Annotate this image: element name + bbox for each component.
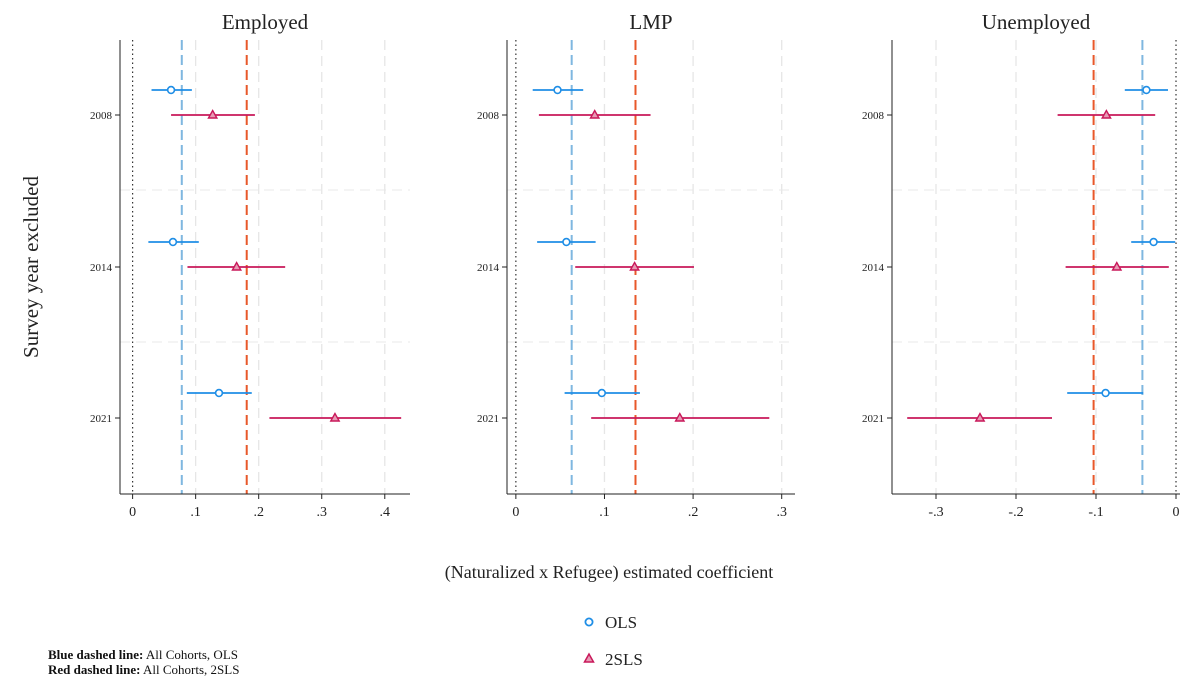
blue-line-note-label: Blue dashed line: <box>48 647 144 662</box>
red-line-note-text: All Cohorts, 2SLS <box>140 662 240 677</box>
employed-ols-2021-point <box>214 388 224 398</box>
lmp-x-tick-label-3: .3 <box>776 505 787 520</box>
lmp-x-tick-label-1: .1 <box>599 505 610 520</box>
red-line-note: Red dashed line: All Cohorts, 2SLS <box>48 662 239 677</box>
unemployed-ols-2008-point <box>1142 85 1151 95</box>
unemployed-ols-2014-point <box>1149 237 1158 247</box>
employed-2sls-2008-point <box>207 109 219 119</box>
blue-line-note-text: All Cohorts, OLS <box>143 647 238 662</box>
lmp-2sls-2014-point <box>629 261 641 271</box>
unemployed-ols-2021-point <box>1101 388 1110 398</box>
legend-2sls-label: 2SLS <box>605 650 643 669</box>
lmp-2sls-2021-point <box>674 412 686 422</box>
lmp-y-tick-label-2008: 2008 <box>477 110 500 122</box>
lmp-ols-2021-point <box>597 388 607 398</box>
employed-x-tick-label-2: .2 <box>253 505 264 520</box>
lmp-x-tick-label-2: .2 <box>688 505 699 520</box>
employed-ols-2014-point <box>168 237 178 247</box>
employed-y-tick-label-2008: 2008 <box>90 110 113 122</box>
unemployed-y-tick-label-2008: 2008 <box>862 110 885 122</box>
employed-panel-title: Employed <box>222 10 309 34</box>
red-line-note-label: Red dashed line: <box>48 662 141 677</box>
lmp-ols-2014-point <box>562 237 571 247</box>
employed-x-tick-label-4: .4 <box>380 505 391 520</box>
lmp-2sls-2008-point <box>589 109 601 119</box>
unemployed-x-tick-label-1: -.2 <box>1008 505 1023 520</box>
lmp-panel-title: LMP <box>629 10 672 34</box>
employed-x-tick-label-1: .1 <box>190 505 201 520</box>
unemployed-x-tick-label-0: -.3 <box>928 505 943 520</box>
lmp-y-tick-label-2014: 2014 <box>477 262 500 274</box>
employed-2sls-2021-point <box>329 412 341 422</box>
unemployed-panel-title: Unemployed <box>982 10 1091 34</box>
unemployed-2sls-2014-point <box>1111 261 1123 271</box>
unemployed-x-tick-label-2: -.1 <box>1088 505 1103 520</box>
y-axis-label: Survey year excluded <box>19 176 43 358</box>
lmp-ols-2008-point <box>553 85 562 95</box>
employed-x-tick-label-0: 0 <box>129 505 136 520</box>
employed-x-tick-label-3: .3 <box>316 505 327 520</box>
unemployed-x-tick-label-3: 0 <box>1173 505 1180 520</box>
legend-ols-marker <box>584 617 594 627</box>
unemployed-y-tick-label-2021: 2021 <box>862 413 884 425</box>
lmp-y-tick-label-2021: 2021 <box>477 413 499 425</box>
unemployed-2sls-2008-point <box>1101 109 1112 119</box>
lmp-x-tick-label-0: 0 <box>512 505 519 520</box>
legend-ols-label: OLS <box>605 613 637 632</box>
employed-y-tick-label-2021: 2021 <box>90 413 112 425</box>
unemployed-2sls-2021-point <box>974 412 986 422</box>
legend-2sls-marker <box>583 652 595 663</box>
employed-y-tick-label-2014: 2014 <box>90 262 113 274</box>
blue-line-note: Blue dashed line: All Cohorts, OLS <box>48 647 238 662</box>
employed-ols-2008-point <box>166 85 176 95</box>
x-axis-label: (Naturalized x Refugee) estimated coeffi… <box>445 562 774 583</box>
employed-2sls-2014-point <box>231 261 243 271</box>
unemployed-y-tick-label-2014: 2014 <box>862 262 885 274</box>
